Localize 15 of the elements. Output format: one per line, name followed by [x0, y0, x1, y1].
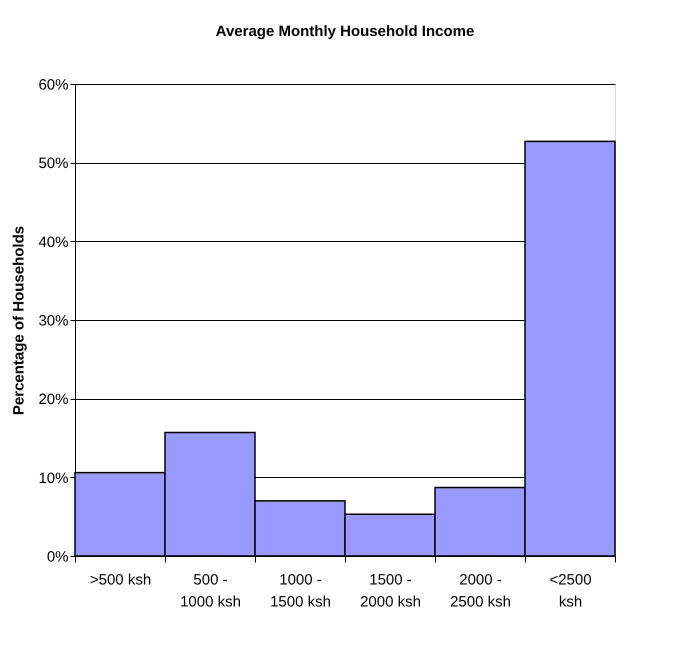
y-tick-label: 30%: [38, 312, 68, 330]
y-tick-label: 0%: [46, 548, 68, 566]
y-tick-label: 10%: [38, 470, 68, 487]
y-axis-title: Percentage of Households: [10, 226, 28, 416]
y-tick-label: 50%: [38, 155, 68, 172]
chart-title: Average Monthly Household Income: [216, 23, 474, 40]
x-tick-label: 1500 - 2000 ksh: [360, 572, 421, 610]
x-tick-label: 1000 - 1500 ksh: [270, 572, 331, 610]
y-tick-label: 60%: [38, 76, 68, 94]
x-tick-label: <2500 ksh: [549, 572, 592, 610]
x-tick-label: 500 - 1000 ksh: [180, 572, 241, 610]
x-tick-label: >500 ksh: [90, 572, 152, 588]
y-tick-label: 20%: [38, 391, 68, 408]
y-tick-label: 40%: [38, 234, 68, 251]
x-tick-label: 2000 - 2500 ksh: [450, 572, 511, 610]
